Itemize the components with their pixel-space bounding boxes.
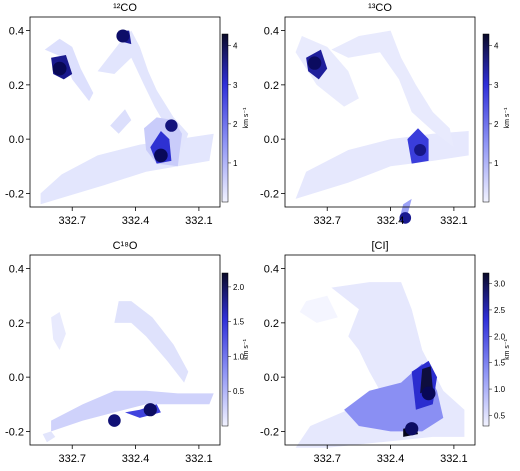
colorbar-tick-label: 4 [233,42,238,51]
emission-region [331,30,454,148]
colorbar: 1 2 3 4 km s⁻¹ [221,33,250,203]
colorbar-tick-label: 1 [494,159,499,168]
intensity-peak [52,61,67,76]
y-tick-label: 0.2 [9,80,24,92]
x-tick-label: 332.4 [122,215,150,227]
y-tick-label: 0.4 [264,26,279,38]
colorbar-tick-label: 0.5 [233,387,245,396]
panel-2: 332.7 332.4 332.1 0.4 0.2 0.0 -0.2 ¹³CO 1 2 3 4 km s… [260,2,511,227]
x-tick-label: 332.4 [122,453,150,465]
plot-frame [29,16,221,208]
emission-map [40,30,214,205]
y-tick-label: 0.2 [264,80,279,92]
intensity-peak [108,414,121,427]
plot-frame [284,254,476,446]
intensity-peak [421,386,436,401]
y-tick-label: -0.2 [260,188,279,200]
x-tick-label: 332.7 [58,453,86,465]
colorbar-tick-label: 0.5 [494,411,506,420]
colorbar-tick-label: 2.0 [494,332,506,341]
emission-region [295,36,359,107]
intensity-peak [154,148,168,163]
emission-region [299,295,338,323]
x-tick-label: 332.1 [185,215,213,227]
emission-region [295,131,469,199]
emission-region [110,109,132,134]
colorbar-gradient [221,33,229,203]
colorbar-tick-label: 3.0 [494,280,506,289]
colorbar: 0.5 1.0 1.5 2.0 km s⁻¹ [221,272,250,427]
colorbar-unit-label: km s⁻¹ [243,107,250,128]
y-tick-label: 0.2 [264,318,279,330]
x-tick-label: 332.1 [185,453,213,465]
colorbar-tick-label: 3 [233,81,238,90]
colorbar-gradient [221,272,229,427]
y-tick-label: -0.2 [5,188,24,200]
x-tick-label: 332.7 [58,215,86,227]
colorbar-tick-label: 1.5 [233,318,245,327]
colorbar-gradient [482,33,490,203]
intensity-peak [414,144,427,156]
intensity-peak [143,403,157,417]
colorbar-tick-label: 2 [494,120,499,129]
plot-frame [29,254,221,446]
panel-title: ¹³CO [368,2,392,14]
y-tick-label: -0.2 [5,426,24,438]
colorbar-unit-label: km s⁻¹ [504,107,511,128]
y-tick-label: -0.2 [260,426,279,438]
emission-map [42,301,214,443]
colorbar-unit-label: km s⁻¹ [504,338,511,359]
panel-4: 332.7 332.4 332.1 0.4 0.2 0.0 -0.2 [CI] 0.5 1.0 1.… [260,240,511,465]
y-tick-label: 0.4 [9,264,24,276]
emission-region [42,431,56,443]
emission-map [295,30,469,221]
x-tick-label: 332.1 [440,215,468,227]
y-tick-label: 0.4 [9,26,24,38]
colorbar-tick-label: 2.5 [494,306,506,315]
intensity-peak [307,56,322,70]
emission-region [51,312,66,350]
y-tick-label: 0.0 [264,134,279,146]
colorbar-gradient [482,272,490,427]
colorbar: 0.5 1.0 1.5 2.0 2.5 3.0 km s⁻¹ [482,272,511,427]
colorbar-tick-label: 1.5 [494,359,506,368]
emission-map [295,282,465,448]
emission-region [51,390,214,432]
y-tick-label: 0.2 [9,318,24,330]
x-tick-label: 332.4 [377,215,405,227]
colorbar-tick-label: 3 [494,81,499,90]
colorbar-tick-label: 2.0 [233,283,245,292]
panel-title: [CI] [371,240,388,252]
y-tick-label: 0.0 [9,372,24,384]
x-tick-label: 332.1 [440,453,468,465]
panel-3: 332.7 332.4 332.1 0.4 0.2 0.0 -0.2 C¹⁸O 0.5 1.0 1.… [5,240,250,465]
colorbar: 1 2 3 4 km s⁻¹ [482,33,511,203]
intensity-peak [399,212,412,224]
x-tick-label: 332.4 [377,453,405,465]
colorbar-unit-label: km s⁻¹ [243,338,250,359]
emission-region [114,301,189,383]
intensity-peak [116,29,130,43]
emission-region [40,133,214,205]
intensity-peak [165,119,178,132]
colorbar-tick-label: 2 [233,120,238,129]
x-tick-label: 332.7 [313,453,341,465]
y-tick-label: 0.0 [264,372,279,384]
panel-title: C¹⁸O [113,240,138,252]
colorbar-tick-label: 1.0 [494,385,506,394]
plot-frame [284,16,476,208]
colorbar-tick-label: 4 [494,42,499,51]
intensity-peak [405,422,419,436]
panel-title: ¹²CO [113,2,137,14]
y-tick-label: 0.4 [264,264,279,276]
colorbar-tick-label: 1 [233,159,238,168]
panel-1: 332.7 332.4 332.1 0.4 0.2 0.0 -0.2 ¹²CO 1 2 3 4 km s… [5,2,250,227]
colorbar-tick-label: 1.0 [233,352,245,361]
y-tick-label: 0.0 [9,134,24,146]
x-tick-label: 332.7 [313,215,341,227]
